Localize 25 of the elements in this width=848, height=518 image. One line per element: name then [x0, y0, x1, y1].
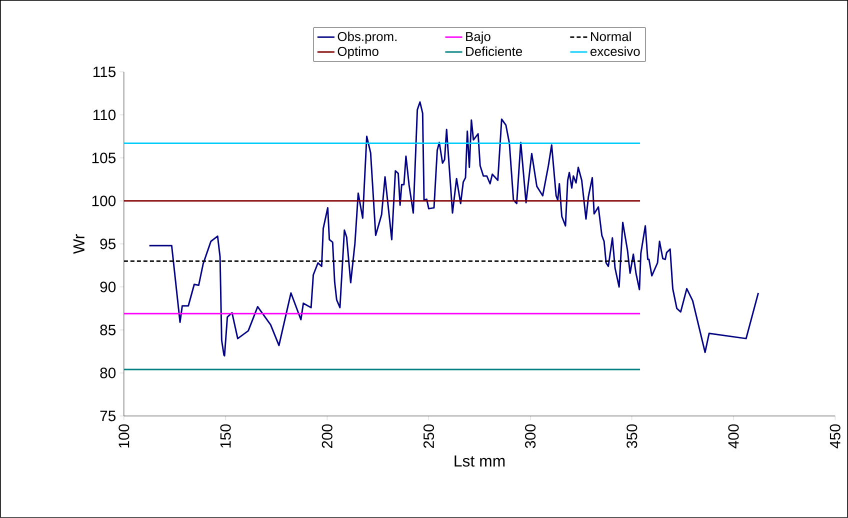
legend-label: excesivo — [590, 46, 640, 56]
legend-label: Bajo — [466, 32, 490, 44]
y-tick-label: 105 — [92, 152, 116, 164]
x-tick-label: 450 — [830, 424, 840, 448]
x-tick-label: 250 — [423, 424, 434, 448]
y-axis-title: Wr — [73, 234, 84, 254]
line-series — [148, 101, 760, 357]
y-tick-label: 115 — [93, 66, 116, 78]
y-tick-label: 85 — [100, 324, 116, 336]
x-tick-label: 300 — [525, 424, 536, 448]
y-tick-label: 95 — [100, 238, 116, 250]
x-tick-label: 350 — [626, 424, 638, 448]
x-tick-label: 150 — [220, 424, 231, 448]
y-tick-label: 110 — [93, 110, 116, 120]
y-tick-label: 100 — [92, 196, 116, 206]
y-tick-label: 90 — [100, 282, 116, 292]
y-tick-label: 75 — [100, 410, 116, 422]
legend-label: Optimo — [338, 46, 378, 59]
legend-label: Obs.prom. — [338, 32, 396, 44]
y-tick-label: 80 — [100, 368, 116, 378]
x-tick-label: 200 — [322, 424, 332, 448]
legend-label: Normal — [591, 32, 631, 42]
x-tick-label: 400 — [728, 424, 739, 448]
legend-label: Deficiente — [466, 46, 522, 56]
x-axis-title: Lst mm — [454, 456, 505, 467]
